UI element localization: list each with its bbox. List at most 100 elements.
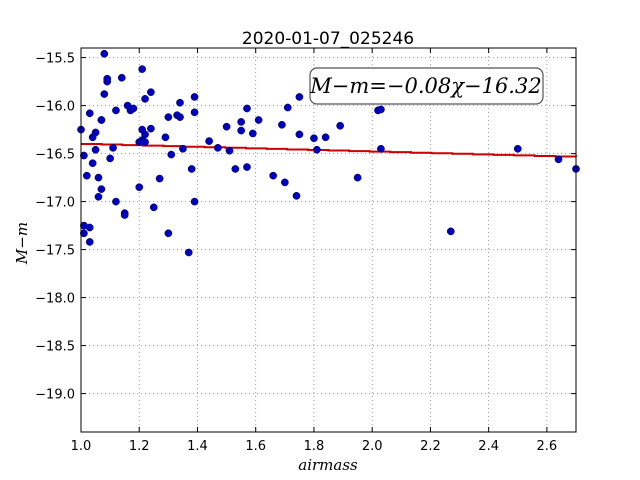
data-point: [310, 134, 318, 143]
data-point: [278, 120, 286, 129]
data-point: [176, 113, 184, 121]
fit-line-path: [81, 143, 577, 158]
axis-ticks: [80, 48, 576, 432]
chart-title: 2020-01-07_025246: [242, 29, 414, 49]
data-point: [112, 197, 120, 206]
data-points: [77, 49, 580, 257]
plot-frame: [80, 47, 577, 433]
data-point: [222, 122, 231, 131]
data-point: [237, 126, 245, 135]
y-tick-label: −16.0: [35, 100, 75, 115]
data-point: [164, 113, 173, 121]
x-tick-label: 1.4: [187, 439, 208, 454]
data-point: [88, 159, 97, 168]
data-point: [100, 90, 109, 98]
data-point: [147, 124, 155, 133]
data-point: [94, 192, 103, 201]
data-point: [205, 137, 213, 145]
data-point: [237, 118, 245, 126]
data-point: [179, 144, 187, 153]
tick-labels: 1.0 1.2 1.4 1.6 1.8 2.0 2.2 2.4 2.6 −15.5 −16.0 −16…: [35, 52, 557, 454]
grid-lines: [80, 48, 576, 432]
y-tick-label: −19.0: [35, 388, 75, 403]
x-axis-label: airmass: [298, 456, 358, 474]
data-point: [129, 104, 138, 113]
data-point: [82, 171, 91, 180]
y-axis-label: M−m: [13, 222, 31, 265]
data-point: [138, 65, 146, 73]
fit-equation-box: M−m=−0.08χ−16.32: [309, 67, 544, 105]
data-point: [167, 150, 176, 159]
data-point: [103, 74, 112, 83]
data-point: [446, 227, 455, 236]
data-point: [214, 143, 222, 152]
data-point: [94, 173, 103, 182]
data-point: [97, 185, 106, 193]
data-point: [353, 173, 362, 182]
data-point: [269, 171, 278, 180]
data-point: [225, 146, 234, 155]
data-point: [120, 211, 129, 219]
data-point: [109, 143, 117, 152]
data-point: [161, 133, 170, 142]
x-tick-label: 2.4: [478, 439, 499, 454]
data-point: [106, 154, 114, 163]
data-point: [155, 174, 164, 183]
data-point: [295, 130, 304, 139]
data-point: [513, 144, 522, 153]
data-point: [248, 129, 257, 138]
data-point: [243, 163, 251, 171]
data-point: [295, 93, 304, 101]
data-point: [164, 229, 173, 238]
y-tick-label: −16.5: [35, 148, 75, 163]
data-point: [85, 238, 94, 246]
data-point: [80, 229, 88, 238]
data-point: [97, 116, 106, 124]
data-point: [190, 93, 199, 101]
data-point: [190, 108, 199, 117]
y-tick-label: −17.0: [35, 196, 75, 211]
x-tick-label: 2.0: [362, 439, 383, 454]
data-point: [85, 109, 94, 118]
y-tick-label: −18.5: [35, 340, 75, 355]
data-point: [176, 98, 184, 107]
data-point: [85, 223, 94, 232]
x-tick-label: 1.0: [71, 439, 92, 454]
data-point: [321, 133, 330, 142]
data-point: [313, 145, 321, 154]
data-point: [231, 165, 240, 173]
fit-line: [81, 143, 577, 158]
x-tick-label: 1.8: [304, 439, 325, 454]
data-point: [283, 103, 292, 112]
data-point: [190, 197, 199, 206]
data-point: [147, 88, 155, 97]
x-tick-label: 2.6: [537, 439, 558, 454]
data-point: [377, 105, 385, 114]
data-point: [554, 155, 563, 164]
x-tick-label: 1.6: [245, 439, 266, 454]
data-point: [91, 128, 100, 137]
data-point: [254, 116, 263, 124]
data-point: [141, 95, 149, 103]
y-tick-label: −18.0: [35, 292, 75, 307]
data-point: [377, 144, 385, 153]
x-tick-label: 1.2: [129, 439, 150, 454]
data-point: [292, 191, 301, 200]
data-point: [100, 49, 109, 58]
data-point: [336, 121, 344, 130]
data-point: [135, 183, 144, 192]
y-tick-label: −17.5: [35, 244, 75, 259]
data-point: [117, 73, 126, 82]
x-tick-label: 2.2: [420, 439, 441, 454]
data-point: [141, 138, 149, 146]
data-point: [184, 248, 193, 257]
fit-equation: M−m=−0.08χ−16.32: [309, 74, 541, 98]
data-point: [187, 165, 196, 173]
data-point: [112, 106, 120, 115]
data-point: [280, 178, 289, 187]
y-tick-label: −15.5: [35, 52, 75, 67]
data-point: [243, 104, 251, 113]
data-point: [141, 130, 149, 139]
data-point: [149, 203, 158, 212]
